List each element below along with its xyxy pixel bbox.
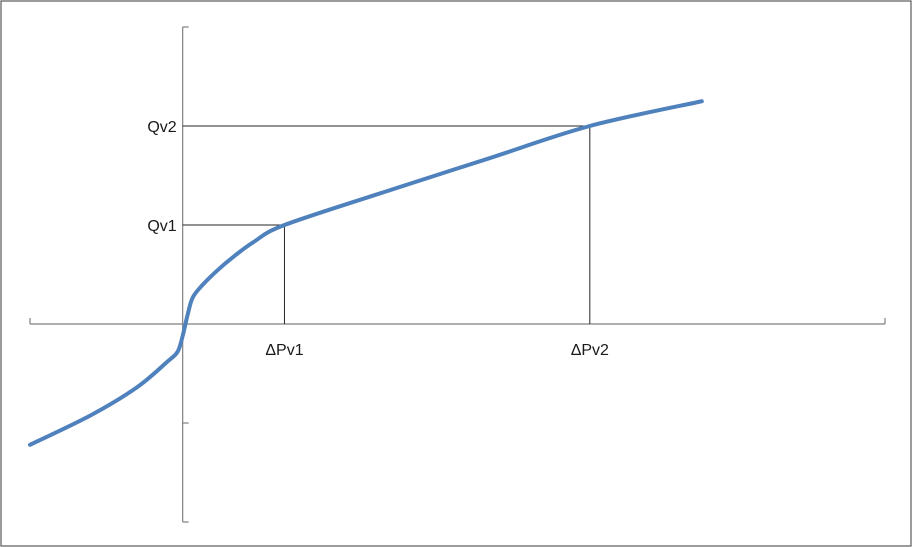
series-layer bbox=[28, 99, 704, 447]
axes bbox=[29, 26, 886, 523]
x-tick-label-2: ΔPv2 bbox=[571, 342, 609, 359]
series-line-1 bbox=[28, 99, 704, 447]
tick-labels: ΔPv1 ΔPv2 Qv1 Qv2 bbox=[147, 119, 609, 359]
x-tick-label-1: ΔPv1 bbox=[265, 342, 303, 359]
y-tick-label-1: Qv1 bbox=[147, 218, 176, 235]
y-tick-label-2: Qv2 bbox=[147, 119, 176, 136]
guide-lines bbox=[182, 125, 591, 324]
